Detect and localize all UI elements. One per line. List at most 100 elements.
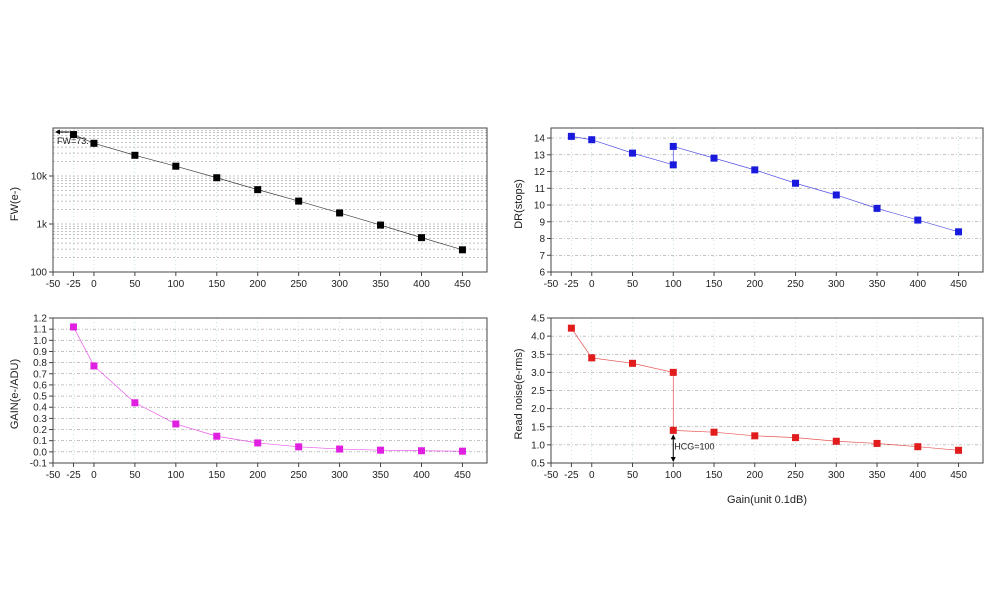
- x-tick-label: -25: [564, 470, 579, 481]
- data-point: [792, 434, 800, 442]
- data-point: [955, 446, 963, 454]
- y-tick-label: 14: [534, 134, 546, 145]
- x-tick-label: -25: [66, 470, 81, 481]
- data-point: [832, 437, 840, 445]
- x-tick-label: 250: [787, 470, 804, 481]
- y-tick-label: 0.5: [531, 459, 545, 470]
- data-point: [295, 197, 303, 205]
- data-point: [90, 139, 98, 147]
- y-tick-label: 1.0: [531, 440, 545, 451]
- y-tick-label: 13: [534, 150, 546, 161]
- chart-panel-dr: -50 -25 0 50 100 150 200 250 300 350 400 450 6 7 8 9 10 1…: [513, 127, 984, 290]
- y-tick-label: 8: [539, 234, 545, 245]
- data-point: [567, 324, 575, 332]
- series-line: [571, 136, 959, 233]
- x-tick-label: -25: [66, 279, 81, 290]
- data-point: [629, 149, 637, 157]
- y-tick-label: 4.5: [531, 314, 545, 325]
- data-point: [873, 204, 881, 212]
- data-point: [832, 191, 840, 199]
- x-tick-label: 150: [208, 279, 225, 290]
- x-tick-label: 200: [249, 470, 266, 481]
- data-point: [377, 221, 385, 229]
- y-axis-label: GAIN(e-/ADU): [9, 359, 21, 429]
- x-tick-label: 150: [208, 470, 225, 481]
- x-tick-label: 450: [950, 470, 967, 481]
- data-point: [172, 162, 180, 170]
- y-tick-label: 100: [30, 268, 47, 279]
- arrow-head: [670, 434, 676, 440]
- x-tick-label: 300: [828, 279, 845, 290]
- x-tick-label: -50: [46, 279, 61, 290]
- x-tick-label: 50: [627, 279, 639, 290]
- y-tick-label: 7: [539, 251, 545, 262]
- y-tick-label: 11: [535, 184, 546, 195]
- x-tick-label: 450: [454, 279, 471, 290]
- x-tick-label: 100: [665, 470, 682, 481]
- x-tick-label: 300: [828, 470, 845, 481]
- x-tick-label: 0: [91, 279, 97, 290]
- x-tick-label: 200: [746, 470, 763, 481]
- x-tick-label: 350: [869, 470, 886, 481]
- x-tick-label: 400: [413, 470, 430, 481]
- x-tick-label: 350: [869, 279, 886, 290]
- data-point: [336, 209, 344, 217]
- x-tick-label: 50: [129, 470, 141, 481]
- y-tick-label: 0.9: [33, 347, 47, 358]
- x-tick-label: 50: [129, 279, 141, 290]
- data-point: [90, 362, 98, 370]
- data-point: [254, 186, 262, 194]
- plot-frame: [52, 127, 488, 273]
- x-tick-label: 250: [787, 279, 804, 290]
- x-tick-label: -50: [46, 470, 61, 481]
- x-tick-label: 200: [249, 279, 266, 290]
- y-tick-label: 3.0: [531, 368, 545, 379]
- chart-panel-gain: -50 -25 0 50 100 150 200 250 300 350 400 450 -0.10.0…: [9, 314, 488, 481]
- y-tick-label: 0.1: [33, 436, 47, 447]
- y-tick-label: 0.4: [33, 403, 47, 414]
- gridlines: [53, 128, 487, 272]
- data-point: [669, 426, 677, 434]
- x-tick-label: 350: [372, 470, 389, 481]
- y-tick-label: -0.1: [30, 459, 48, 470]
- x-tick-label: -25: [564, 279, 579, 290]
- y-tick-label: 1.2: [33, 314, 47, 325]
- x-tick-label: 150: [706, 470, 723, 481]
- y-tick-label: 0.0: [33, 447, 47, 458]
- y-tick-label: 0.8: [33, 358, 47, 369]
- x-tick-label: 450: [950, 279, 967, 290]
- x-tick-label: 300: [331, 279, 348, 290]
- x-tick-label: 450: [454, 470, 471, 481]
- data-point: [914, 443, 922, 451]
- data-point: [588, 354, 596, 362]
- arrow-head: [55, 129, 60, 135]
- y-tick-label: 0.7: [33, 369, 47, 380]
- y-tick-label: 12: [534, 167, 546, 178]
- annotation-text: HCG=100: [674, 442, 714, 452]
- series-line: [73, 326, 463, 452]
- y-tick-label: 6: [539, 268, 545, 279]
- y-tick-label: 0.5: [33, 392, 47, 403]
- plot-frame: [52, 317, 488, 464]
- y-tick-label: 9: [539, 217, 545, 228]
- y-axis-label: FW(e-): [9, 187, 21, 221]
- data-point: [588, 136, 596, 144]
- data-point: [873, 439, 881, 447]
- x-tick-label: 0: [589, 279, 595, 290]
- data-point: [69, 131, 77, 139]
- gridlines: [53, 317, 487, 463]
- data-point: [669, 161, 677, 169]
- gridlines: [551, 317, 983, 463]
- data-point: [213, 174, 221, 182]
- y-tick-label: 0.6: [33, 380, 47, 391]
- y-tick-label: 1.1: [33, 325, 47, 336]
- data-point: [295, 443, 303, 451]
- chart-panel-fw: -50 -25 0 50 100 150 200 250 300 350 400 450 100 1k 10…: [9, 127, 488, 290]
- data-point: [669, 142, 677, 150]
- x-tick-label: 200: [746, 279, 763, 290]
- y-tick-label: 1.0: [33, 336, 47, 347]
- x-tick-label: 100: [167, 470, 184, 481]
- x-axis-label: Gain(unit 0.1dB): [727, 494, 807, 506]
- data-point: [669, 368, 677, 376]
